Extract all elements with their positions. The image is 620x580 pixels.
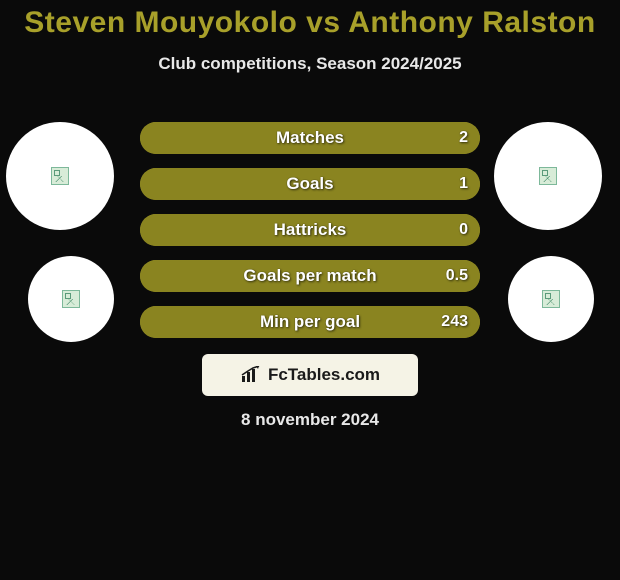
subtitle: Club competitions, Season 2024/2025 <box>0 54 620 74</box>
broken-image-icon <box>62 290 80 308</box>
bar-value: 0.5 <box>446 267 468 285</box>
bar-label: Min per goal <box>260 312 360 332</box>
broken-image-icon <box>539 167 557 185</box>
bar-label: Goals <box>286 174 333 194</box>
stats-bars: Matches 2 Goals 1 Hattricks 0 Goals per match 0… <box>140 122 480 352</box>
stat-row: Min per goal 243 <box>140 306 480 338</box>
fctables-logo: FcTables.com <box>202 354 418 396</box>
bar-value: 2 <box>459 129 468 147</box>
stat-row: Goals per match 0.5 <box>140 260 480 292</box>
date-line: 8 november 2024 <box>0 410 620 430</box>
stat-row: Goals 1 <box>140 168 480 200</box>
bar-label: Matches <box>276 128 344 148</box>
broken-image-icon <box>51 167 69 185</box>
bar-value: 1 <box>459 175 468 193</box>
broken-image-icon <box>542 290 560 308</box>
left-top-circle <box>6 122 114 230</box>
bar-label: Hattricks <box>274 220 347 240</box>
left-bot-circle <box>28 256 114 342</box>
right-bot-circle <box>508 256 594 342</box>
stat-row: Hattricks 0 <box>140 214 480 246</box>
stat-row: Matches 2 <box>140 122 480 154</box>
bar-label: Goals per match <box>243 266 376 286</box>
right-top-circle <box>494 122 602 230</box>
bar-value: 243 <box>441 313 468 331</box>
logo-text: FcTables.com <box>268 365 380 385</box>
page-title: Steven Mouyokolo vs Anthony Ralston <box>0 0 620 40</box>
bars-chart-icon <box>240 366 262 384</box>
bar-value: 0 <box>459 221 468 239</box>
